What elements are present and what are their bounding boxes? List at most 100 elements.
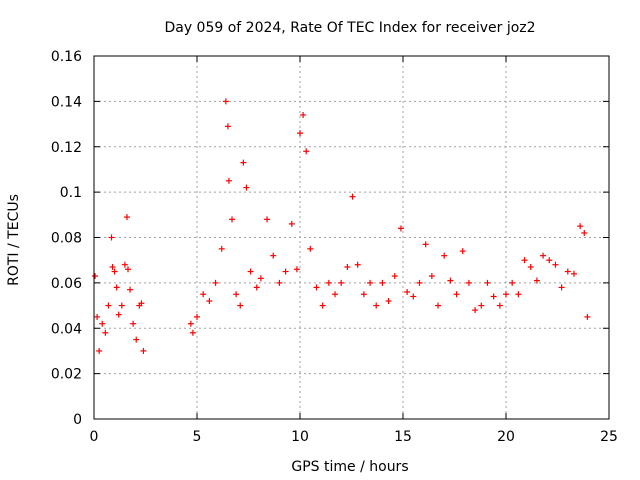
data-point [540, 252, 547, 259]
data-point [307, 245, 314, 252]
data-point [194, 313, 200, 320]
y-tick-label: 0.02 [51, 367, 82, 383]
data-point [515, 291, 522, 298]
data-point [521, 257, 528, 264]
data-point [229, 216, 236, 223]
y-tick-label: 0 [73, 412, 82, 428]
x-tick-labels: 0 5 10 15 20 25 [90, 429, 618, 445]
data-point [435, 302, 442, 309]
data-point [581, 229, 588, 236]
data-points [92, 98, 591, 354]
data-point [276, 279, 283, 286]
data-point [404, 288, 411, 295]
data-point [233, 291, 240, 298]
data-point [264, 216, 271, 223]
data-point [564, 268, 571, 275]
data-point [130, 320, 137, 327]
y-tick-label: 0.14 [51, 94, 82, 110]
data-point [99, 320, 106, 327]
data-point [189, 329, 196, 336]
y-tick-labels: 0 0.02 0.04 0.06 0.08 0.1 0.12 0.14 0.16 [51, 49, 82, 428]
axis-ticks [93, 55, 610, 420]
grid [94, 56, 609, 419]
data-point [349, 193, 356, 200]
data-point [96, 347, 103, 354]
data-point [459, 248, 466, 255]
data-point [584, 313, 591, 320]
data-point [428, 273, 435, 280]
data-point [115, 311, 122, 318]
data-point [222, 98, 229, 105]
x-tick-label: 0 [90, 429, 99, 445]
data-point [441, 252, 448, 259]
data-point [546, 257, 553, 264]
data-point [224, 123, 231, 130]
data-point [109, 263, 116, 270]
data-point [325, 279, 332, 286]
data-point [391, 273, 398, 280]
data-point [140, 347, 147, 354]
data-point [496, 302, 503, 309]
data-point [138, 300, 145, 307]
data-point [509, 279, 516, 286]
data-point [300, 111, 307, 118]
data-point [108, 234, 115, 241]
x-tick-label: 5 [193, 429, 202, 445]
data-point [270, 252, 277, 259]
y-tick-label: 0.12 [51, 140, 82, 156]
data-point [293, 266, 300, 273]
y-tick-label: 0.06 [51, 276, 82, 292]
data-point [247, 268, 254, 275]
data-point [123, 214, 130, 221]
data-point [397, 225, 404, 232]
x-axis-label: GPS time / hours [291, 459, 408, 475]
data-point [111, 268, 118, 275]
data-point [558, 284, 565, 291]
data-point [319, 302, 326, 309]
data-point [332, 291, 339, 298]
data-point [297, 130, 303, 137]
data-point [133, 336, 140, 343]
data-point [416, 279, 423, 286]
x-tick-label: 15 [394, 429, 412, 445]
data-point [257, 275, 264, 282]
data-point [124, 266, 131, 273]
x-tick-label: 20 [497, 429, 515, 445]
data-point [503, 291, 509, 298]
data-point [490, 293, 497, 300]
y-axis-label: ROTI / TECUs [6, 194, 22, 286]
data-point [187, 320, 194, 327]
data-point [447, 277, 454, 284]
data-point [243, 184, 250, 191]
data-point [303, 148, 310, 155]
data-point [121, 261, 128, 268]
data-point [282, 268, 289, 275]
data-point [552, 261, 559, 268]
data-point [570, 270, 577, 277]
data-point [577, 223, 584, 230]
data-point [225, 177, 232, 184]
data-point [360, 291, 367, 298]
x-tick-label: 25 [600, 429, 618, 445]
data-point [212, 279, 219, 286]
data-point [472, 307, 479, 314]
data-point [373, 302, 380, 309]
y-tick-label: 0.04 [51, 321, 82, 337]
data-point [118, 302, 125, 309]
chart-title: Day 059 of 2024, Rate Of TEC Index for r… [164, 20, 535, 36]
data-point [465, 279, 472, 286]
data-point [527, 263, 534, 270]
data-point [313, 284, 320, 291]
data-point [354, 261, 361, 268]
data-point [338, 279, 345, 286]
data-point [379, 279, 386, 286]
data-point [105, 302, 112, 309]
data-point [127, 286, 134, 293]
data-point [94, 313, 101, 320]
data-point [92, 273, 99, 280]
data-point [218, 245, 225, 252]
y-tick-label: 0.1 [60, 185, 82, 201]
data-point [385, 298, 392, 305]
data-point [102, 329, 109, 336]
